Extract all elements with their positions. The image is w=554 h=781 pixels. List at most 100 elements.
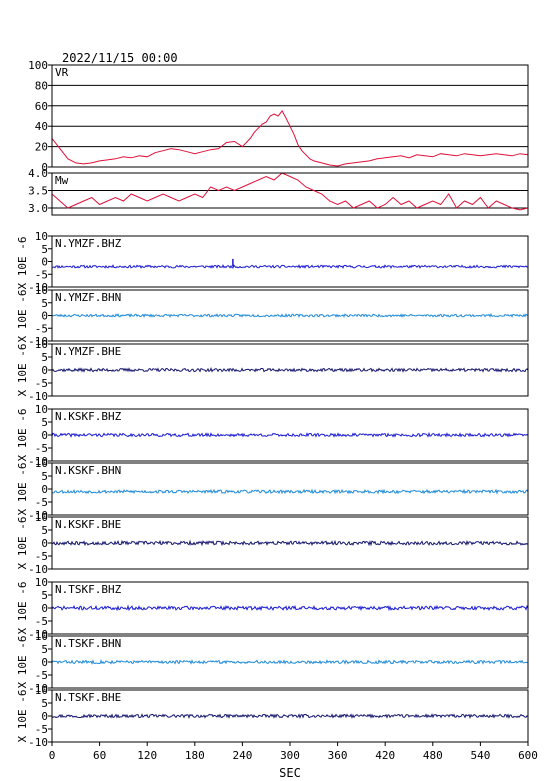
y-tick-label: -5 bbox=[35, 268, 48, 281]
y-tick-label: 80 bbox=[35, 79, 48, 92]
x-tick-label: 540 bbox=[470, 749, 490, 762]
waveform-trace bbox=[51, 431, 529, 438]
panel-frame bbox=[51, 235, 529, 288]
panel-label: N.TSKF.BHN bbox=[55, 637, 121, 650]
y-tick-label: 60 bbox=[35, 100, 48, 113]
y-tick-label: 0 bbox=[41, 602, 48, 615]
panel-label: Mw bbox=[55, 174, 69, 187]
y-tick-label: 5 bbox=[41, 697, 48, 710]
y-tick-label: 10 bbox=[35, 630, 48, 643]
waveform-trace bbox=[51, 604, 529, 612]
y-tick-label: 10 bbox=[35, 457, 48, 470]
y-tick-label: 10 bbox=[35, 576, 48, 589]
y-tick-label: -10 bbox=[28, 509, 48, 522]
waveform-trace bbox=[51, 367, 529, 373]
y-tick-label: 10 bbox=[35, 284, 48, 297]
x-tick-label: 480 bbox=[423, 749, 443, 762]
unit-label-ymzf-bhn: X 10E -6 bbox=[16, 290, 29, 343]
y-tick-label: 10 bbox=[35, 684, 48, 697]
panel-label: VR bbox=[55, 66, 69, 79]
unit-labels: X 10E -6X 10E -6X 10E -6X 10E -6X 10E -6… bbox=[16, 237, 29, 743]
panel-label: N.YMZF.BHE bbox=[55, 345, 121, 358]
y-tick-label: 0 bbox=[41, 161, 48, 174]
x-tick-label: 0 bbox=[49, 749, 56, 762]
panel-label: N.KSKF.BHN bbox=[55, 464, 121, 477]
y-tick-label: -10 bbox=[28, 335, 48, 348]
panel-frame bbox=[51, 635, 529, 689]
panel-frame bbox=[51, 462, 529, 516]
y-tick-label: 100 bbox=[28, 59, 48, 72]
x-tick-label: 120 bbox=[137, 749, 157, 762]
y-tick-label: 3.5 bbox=[28, 185, 48, 198]
panel-label: N.TSKF.BHZ bbox=[55, 583, 122, 596]
unit-label-kskf-bhe: X 10E -6 bbox=[16, 517, 29, 570]
panel-label: N.TSKF.BHE bbox=[55, 691, 121, 704]
y-tick-label: 5 bbox=[41, 416, 48, 429]
waveform-trace bbox=[51, 539, 529, 547]
y-tick-label: 5 bbox=[41, 524, 48, 537]
waveform-trace bbox=[51, 313, 529, 318]
y-tick-label: -5 bbox=[35, 615, 48, 628]
y-tick-label: 5 bbox=[41, 589, 48, 602]
y-tick-label: -5 bbox=[35, 550, 48, 563]
panel-frame bbox=[51, 343, 529, 397]
y-tick-label: 0 bbox=[41, 483, 48, 496]
y-tick-label: -10 bbox=[28, 563, 48, 576]
y-tick-label: 4.0 bbox=[28, 167, 48, 180]
y-tick-label: -5 bbox=[35, 669, 48, 682]
y-tick-label: 0 bbox=[41, 537, 48, 550]
y-tick-label: -10 bbox=[28, 281, 48, 294]
panel-frame bbox=[51, 408, 529, 462]
panel-frame bbox=[51, 581, 529, 635]
y-tick-label: 5 bbox=[41, 243, 48, 256]
x-tick-label: 600 bbox=[518, 749, 538, 762]
y-tick-label: 5 bbox=[41, 470, 48, 483]
panel-frame bbox=[51, 516, 529, 570]
x-tick-label: 420 bbox=[375, 749, 395, 762]
y-tick-label: -5 bbox=[35, 442, 48, 455]
y-tick-label: 0 bbox=[41, 710, 48, 723]
datetime-header: 2022/11/15 00:00 bbox=[62, 51, 178, 65]
unit-label-tskf-bhe: X 10E -6 bbox=[16, 690, 29, 743]
unit-label-ymzf-bhe: X 10E -6 bbox=[16, 344, 29, 397]
unit-label-kskf-bhz: X 10E -6 bbox=[16, 409, 29, 462]
x-tick-label: 240 bbox=[232, 749, 252, 762]
y-tick-label: -5 bbox=[35, 322, 48, 335]
panel-frame bbox=[51, 172, 529, 216]
panel-mw: 3.0 3.5 4.0 Mw bbox=[28, 167, 529, 216]
panel-label: N.YMZF.BHN bbox=[55, 291, 121, 304]
x-axis: 0 60 120 180 240 300 360 420 480 540 600 bbox=[49, 742, 538, 762]
panel-label: N.KSKF.BHZ bbox=[55, 410, 122, 423]
y-tick-label: 0 bbox=[41, 310, 48, 323]
panel-label: N.KSKF.BHE bbox=[55, 518, 121, 531]
y-tick-label: 20 bbox=[35, 141, 48, 154]
y-tick-label: 10 bbox=[35, 511, 48, 524]
unit-label-tskf-bhz: X 10E -6 bbox=[16, 582, 29, 635]
y-tick-label: -10 bbox=[28, 682, 48, 695]
waveform-trace bbox=[51, 264, 529, 269]
panels: 020406080100VR3.03.54.0Mw-10-50510N.YMZF… bbox=[28, 59, 529, 749]
series-line bbox=[51, 172, 529, 211]
unit-label-tskf-bhn: X 10E -6 bbox=[16, 636, 29, 689]
y-tick-label: -10 bbox=[28, 455, 48, 468]
y-tick-label: 0 bbox=[41, 364, 48, 377]
unit-label-kskf-bhn: X 10E -6 bbox=[16, 463, 29, 516]
y-tick-label: 5 bbox=[41, 297, 48, 310]
x-axis-label: SEC bbox=[279, 766, 301, 780]
panel-frame bbox=[51, 64, 529, 168]
y-tick-label: 5 bbox=[41, 351, 48, 364]
y-tick-label: -10 bbox=[28, 390, 48, 403]
y-tick-label: 0 bbox=[41, 256, 48, 269]
y-tick-label: -5 bbox=[35, 377, 48, 390]
y-tick-label: -10 bbox=[28, 628, 48, 641]
y-tick-label: 0 bbox=[41, 429, 48, 442]
y-tick-label: 10 bbox=[35, 338, 48, 351]
